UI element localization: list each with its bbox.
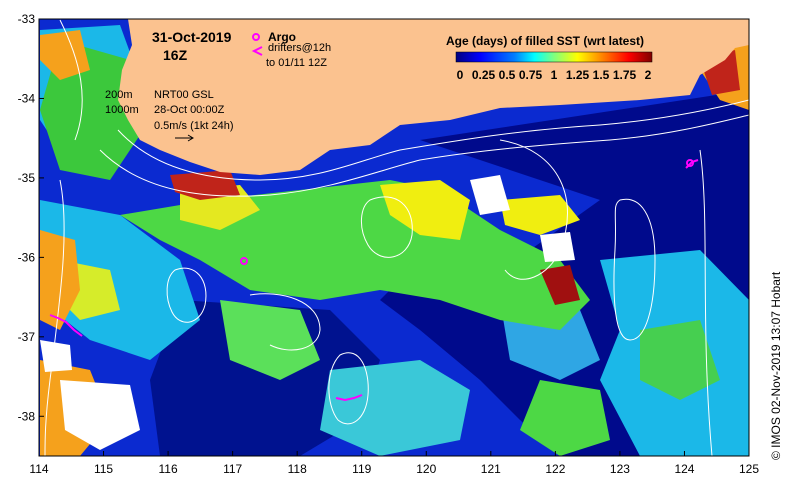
y-tick-label: -38 <box>18 409 36 423</box>
eddy-contour-2 <box>328 352 369 425</box>
hour-label: 16Z <box>163 47 188 63</box>
colorbar-tick-label: 1.25 <box>566 68 590 82</box>
x-tick-label: 125 <box>739 462 759 476</box>
nodata-patch-east <box>540 232 575 262</box>
current-contours <box>44 19 713 456</box>
sst-orange-patch-west <box>40 230 80 330</box>
sst-green-patch-se <box>520 380 610 456</box>
x-tick-label: 119 <box>352 462 371 476</box>
sst-yellow-patch <box>380 180 470 240</box>
sst-orange-patch-nw <box>40 30 90 80</box>
x-tick-label: 116 <box>159 462 178 476</box>
eddy-contour-6 <box>249 293 321 351</box>
drifter-track <box>335 394 363 402</box>
eddy-contour-5 <box>499 139 568 280</box>
eddy-contour-4 <box>166 267 207 323</box>
sst-green-patch-south <box>220 300 320 380</box>
x-axis: 114 115 116 117 118 119 120 121 122 123 124 125 <box>29 451 759 476</box>
nodata-patch-center <box>470 175 510 215</box>
isobath-1000-label: 1000m <box>105 104 139 116</box>
eddy-contour-8 <box>699 149 713 456</box>
drifter-track <box>49 314 83 337</box>
y-tick-label: -36 <box>18 250 36 264</box>
eddy-contour-7 <box>44 179 65 456</box>
colorbar-tick-label: 0.25 <box>472 68 496 82</box>
y-tick-label: -35 <box>18 171 36 185</box>
current-date-label: 28-Oct 00:00Z <box>154 104 225 116</box>
drifter-legend-icon <box>251 46 263 56</box>
colorbar-ticks: 0 0.25 0.5 0.75 1 1.25 1.5 1.75 2 <box>457 68 652 82</box>
y-tick-label: -34 <box>18 91 36 105</box>
current-source-label: NRT00 GSL <box>154 89 214 101</box>
eddy-contour-3 <box>361 196 413 258</box>
colorbar-tick-label: 2 <box>645 68 652 82</box>
eddy-contour-1 <box>613 198 656 341</box>
drifters-legend-label: drifters@12h <box>268 42 331 54</box>
current-scale-label: 0.5m/s (1kt 24h) <box>154 120 233 132</box>
x-tick-label: 114 <box>29 462 48 476</box>
date-label: 31-Oct-2019 <box>152 29 232 45</box>
isobath-1000m <box>99 114 749 197</box>
colorbar-tick-label: 1.5 <box>593 68 610 82</box>
nodata-patch-west <box>40 340 72 372</box>
sst-yellow-patch-3 <box>500 195 580 235</box>
colorbar-tick-label: 1 <box>551 68 558 82</box>
colorbar-tick-label: 0.5 <box>499 68 516 82</box>
y-tick-label: -37 <box>18 330 36 344</box>
colorbar-tick-label: 0 <box>457 68 464 82</box>
argo-float-marker <box>240 257 248 265</box>
colorbar-title: Age (days) of filled SST (wrt latest) <box>446 34 644 48</box>
x-tick-label: 122 <box>545 462 565 476</box>
x-tick-label: 124 <box>674 462 694 476</box>
sst-red-patch-2 <box>540 265 580 305</box>
argo-float-marker <box>686 159 694 167</box>
drifter-track <box>685 159 699 169</box>
y-axis: -33 -34 -35 -36 -37 -38 <box>18 12 44 423</box>
x-tick-label: 120 <box>416 462 436 476</box>
y-tick-label: -33 <box>18 12 36 26</box>
colorbar <box>455 51 653 63</box>
eddy-contour-9 <box>59 19 83 141</box>
sst-cyan-patch-4 <box>320 360 470 456</box>
isobath-200m <box>117 99 749 181</box>
colorbar-tick-label: 0.75 <box>519 68 543 82</box>
sst-green-patch-east <box>640 320 720 400</box>
credit-label: © IMOS 02-Nov-2019 13:07 Hobart <box>769 271 783 460</box>
isobath-200-label: 200m <box>105 89 133 101</box>
argo-legend-label: Argo <box>268 30 296 44</box>
x-tick-label: 123 <box>610 462 630 476</box>
colorbar-tick-label: 1.75 <box>613 68 637 82</box>
current-scale-arrow <box>175 134 194 142</box>
drifters-legend-date: to 01/11 12Z <box>266 57 327 69</box>
argo-legend-icon <box>252 33 260 41</box>
nodata-patch-sw <box>60 380 140 450</box>
plot-frame <box>38 18 750 457</box>
drifter-tracks <box>49 159 699 402</box>
x-tick-label: 115 <box>94 462 113 476</box>
x-tick-label: 117 <box>223 462 242 476</box>
x-tick-label: 118 <box>288 462 307 476</box>
x-tick-label: 121 <box>481 462 501 476</box>
map-content <box>39 19 749 456</box>
argo-floats <box>240 159 694 265</box>
